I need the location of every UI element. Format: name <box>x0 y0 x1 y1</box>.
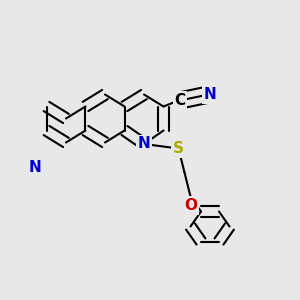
Text: N: N <box>138 136 150 152</box>
Text: N: N <box>28 160 41 175</box>
Text: O: O <box>184 198 197 213</box>
Text: C: C <box>174 93 186 108</box>
Text: S: S <box>173 141 184 156</box>
Text: N: N <box>204 87 216 102</box>
